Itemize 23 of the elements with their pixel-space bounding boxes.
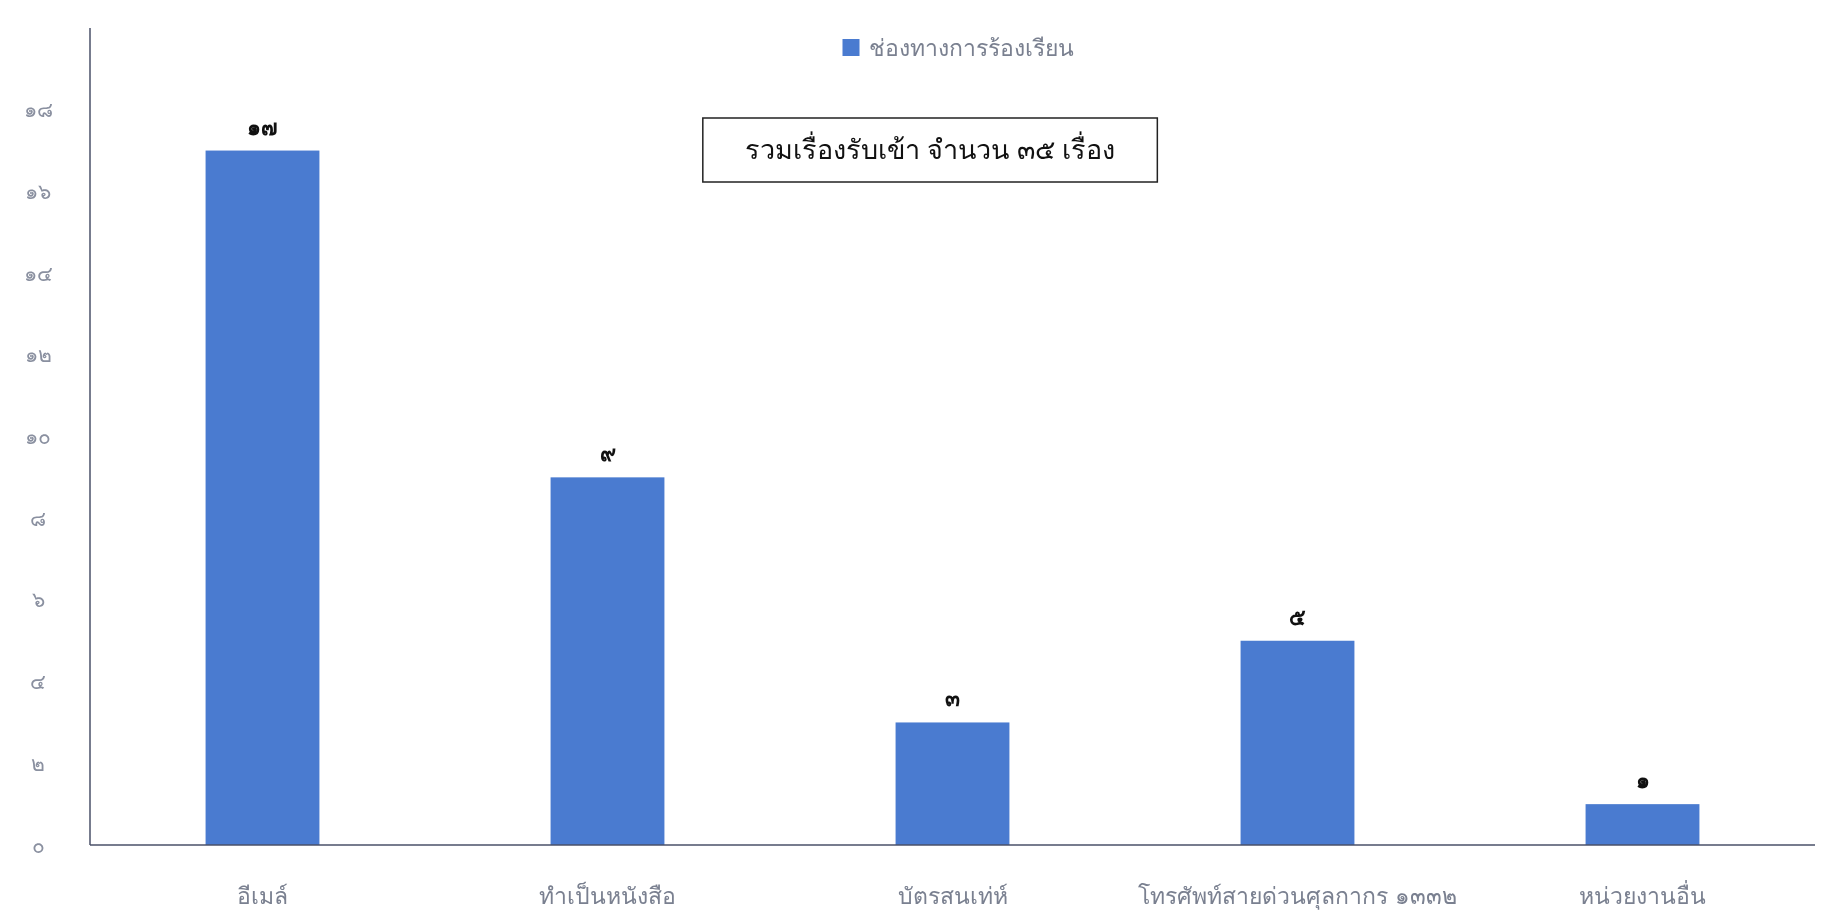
- x-tick-label: บัตรสนเท่ห์: [897, 883, 1008, 909]
- annotation: รวมเรื่องรับเข้า จำนวน ๓๕ เรื่อง: [744, 131, 1116, 165]
- y-tick-label: ๑๒: [24, 343, 52, 367]
- y-tick-label: ๖: [31, 588, 45, 612]
- y-tick-label: ๑๔: [23, 261, 53, 285]
- x-tick-label: ทำเป็นหนังสือ: [539, 881, 676, 909]
- y-tick-label: ๘: [30, 506, 46, 530]
- annotation: รวมเรื่องรับเข้า จำนวน ๓๕ เรื่อง: [702, 117, 1159, 183]
- data-label: ๕: [1289, 604, 1306, 630]
- y-tick-label: ๔: [30, 670, 46, 694]
- data-label: ๑: [1635, 768, 1650, 794]
- data-label: ๑๗: [247, 114, 278, 140]
- data-label: ๙: [599, 441, 616, 467]
- x-tick-label: หน่วยงานอื่น: [1579, 880, 1706, 909]
- y-tick-label: ๐: [31, 833, 45, 857]
- y-tick-label: ๒: [31, 751, 45, 775]
- y-tick-label: ๑๘: [23, 98, 53, 122]
- legend: ช่องทางการร้องเรียน: [842, 35, 1074, 61]
- y-tick-label: ๑๖: [25, 179, 51, 203]
- data-label: ๓: [945, 686, 960, 712]
- y-tick-label: ๑๐: [25, 425, 51, 448]
- x-tick-label: โทรศัพท์สายด่วนศุลกากร ๑๓๓๒: [1138, 883, 1457, 910]
- x-tick-label: อีเมล์: [237, 883, 288, 909]
